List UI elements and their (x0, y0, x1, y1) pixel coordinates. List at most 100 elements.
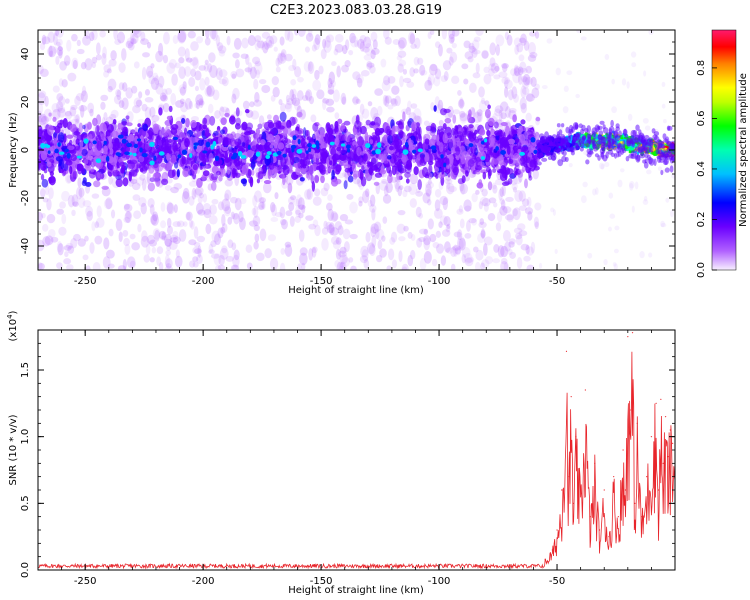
spectrogram-noise-blob (230, 70, 238, 79)
spectrogram-noise-blob (429, 233, 437, 243)
spectrogram-noise-blob (408, 182, 418, 196)
spectrogram-noise-blob (406, 81, 415, 88)
spectrogram-noise-blob (164, 238, 172, 247)
spectrogram-noise-blob (215, 67, 223, 81)
spectrogram-noise-blob (129, 260, 136, 269)
spectrogram-hot-blob (417, 148, 423, 153)
spectrogram-noise-blob (438, 221, 443, 229)
spectrogram-noise-blob (339, 254, 348, 264)
spectrogram-noise-blob (211, 230, 221, 243)
spectrogram-noise-blob (523, 255, 531, 262)
spectrogram-noise-blob (78, 187, 85, 198)
spectrogram-noise-blob (56, 93, 64, 102)
spectrogram-noise-blob (398, 39, 405, 50)
spectrogram-noise-blob (253, 62, 263, 75)
spectrogram-noise-blob (82, 200, 92, 207)
spectrogram-band-blob (147, 182, 156, 192)
spectrogram-hot-blob (205, 141, 211, 148)
spectrogram-noise-blob (148, 75, 156, 85)
spectrogram-band-blob (240, 178, 248, 185)
spectrogram-noise-blob (199, 78, 206, 91)
spectrogram-band-blob (85, 182, 92, 187)
spectrogram-noise-blob (232, 264, 239, 270)
spectrogram-noise-blob (518, 230, 528, 237)
spectrogram-band-blob (228, 115, 236, 125)
spectrogram-noise-blob (254, 39, 261, 51)
spectrogram-noise-blob (396, 55, 403, 61)
spectrogram-noise-blob (370, 226, 377, 238)
spectrogram-noise-blob (39, 188, 46, 198)
spectrogram-noise-blob (258, 115, 265, 125)
spectrogram-noise-blob (463, 78, 469, 85)
spectrogram-noise-blob (182, 81, 187, 90)
spectrogram-noise-blob (217, 201, 225, 211)
spectrogram-noise-blob (502, 229, 511, 242)
spectrogram-noise-blob (473, 36, 481, 42)
spectrogram-noise-blob (221, 198, 231, 212)
spectrogram-band-blob (442, 132, 448, 144)
spectrogram-noise-blob (458, 205, 464, 213)
spectrogram-noise-blob (166, 217, 172, 228)
spectrogram-noise-blob (492, 258, 501, 264)
spectrogram-noise-blob (464, 232, 472, 239)
spectrogram-noise-blob (94, 235, 103, 245)
spectrogram-noise-blob (144, 106, 152, 120)
spectrogram-noise-blob (264, 42, 270, 50)
spectrogram-band-blob (501, 181, 510, 186)
spectrogram-band-blob (379, 168, 387, 175)
spectrogram-noise-blob (280, 218, 287, 226)
spectrogram-noise-blob (49, 50, 54, 58)
spectrogram-noise-blob (398, 250, 403, 263)
spectrogram-noise-blob (103, 237, 110, 250)
spectrogram-band-blob (370, 157, 377, 165)
spectrogram-noise-blob (185, 57, 193, 63)
spectrogram-noise-blob (280, 49, 287, 58)
spectrogram-noise-blob (160, 94, 168, 102)
spectrogram-noise-blob (172, 236, 181, 244)
spectrogram-noise-blob (297, 204, 306, 210)
spectrogram-noise-blob (611, 78, 615, 85)
spectrogram-noise-blob (312, 196, 322, 206)
spectrogram-noise-blob (433, 208, 443, 219)
spectrogram-noise-blob (397, 185, 403, 197)
spectrogram-noise-blob (373, 221, 382, 232)
spectrogram-band-blob (41, 178, 49, 188)
spectrogram-noise-blob (369, 204, 377, 213)
spectrogram-noise-blob (85, 205, 94, 217)
spectrogram-noise-blob (141, 178, 147, 191)
spectrogram-noise-blob (314, 69, 320, 80)
spectrogram-noise-blob (65, 242, 74, 249)
spectrogram-band-blob (361, 165, 365, 171)
spectrogram-band-blob (461, 151, 469, 159)
spectrogram-noise-blob (288, 202, 295, 212)
spectrogram-noise-blob (365, 188, 370, 198)
spectrogram-band-blob (257, 123, 263, 130)
spectrogram-noise-blob (41, 36, 51, 45)
spectrogram-noise-blob (609, 213, 616, 219)
spectrogram-band-blob (302, 156, 311, 167)
spectrogram-noise-blob (258, 78, 267, 85)
spectrogram-band-blob (370, 121, 376, 126)
spectrogram-noise-blob (148, 239, 157, 247)
spectrogram-noise-blob (531, 87, 540, 99)
spectrogram-hot-blob (83, 138, 89, 144)
spectrogram-band-blob (500, 121, 508, 127)
spectrogram-noise-blob (631, 205, 635, 213)
spectrogram-noise-blob (100, 94, 109, 101)
spectrogram-noise-blob (89, 108, 94, 117)
spectrogram-band-blob (233, 133, 242, 139)
spectrogram-noise-blob (42, 197, 49, 203)
spectrogram-noise-blob (170, 186, 179, 194)
spectrogram-noise-blob (475, 30, 484, 36)
spectrogram-noise-blob (80, 61, 87, 70)
spectrogram-noise-blob (437, 99, 444, 112)
spectrogram-noise-blob (398, 59, 407, 67)
spectrogram-noise-blob (162, 102, 170, 113)
spectrogram-band-blob (299, 177, 305, 182)
spectrogram-band-blob (467, 159, 475, 167)
spectrogram-noise-blob (118, 82, 125, 91)
spectrogram-hot-blob (40, 142, 46, 149)
spectrogram-noise-blob (525, 65, 532, 74)
spectrogram-noise-blob (326, 106, 335, 113)
spectrogram-band-blob (384, 163, 391, 168)
